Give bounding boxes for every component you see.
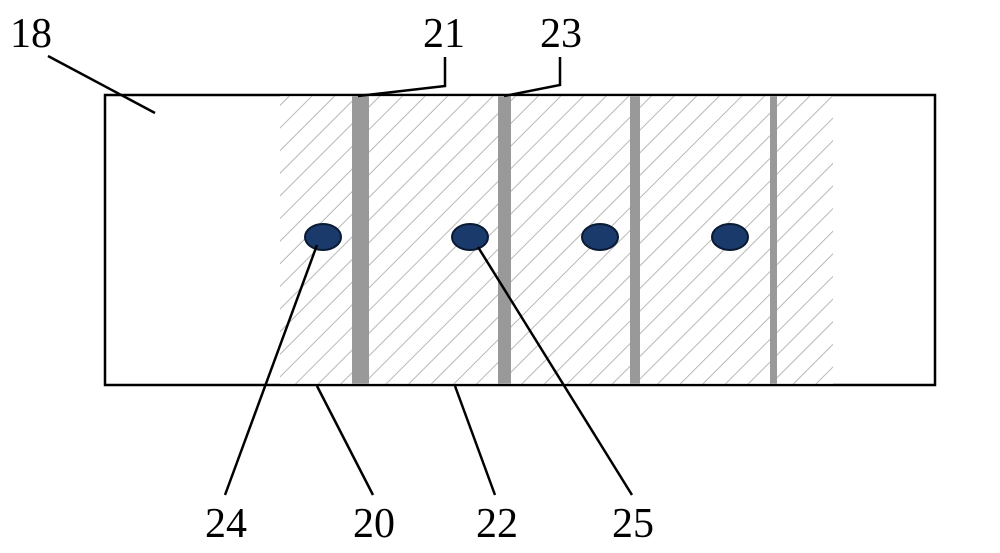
label-24: 24 xyxy=(205,500,247,548)
label-22: 22 xyxy=(476,500,518,548)
technical-diagram: 18 21 23 24 20 22 25 xyxy=(0,0,1000,553)
diagram-svg xyxy=(0,0,1000,553)
label-20: 20 xyxy=(353,500,395,548)
label-23: 23 xyxy=(540,10,582,58)
label-18: 18 xyxy=(10,10,52,58)
label-21: 21 xyxy=(423,10,465,58)
label-25: 25 xyxy=(612,500,654,548)
